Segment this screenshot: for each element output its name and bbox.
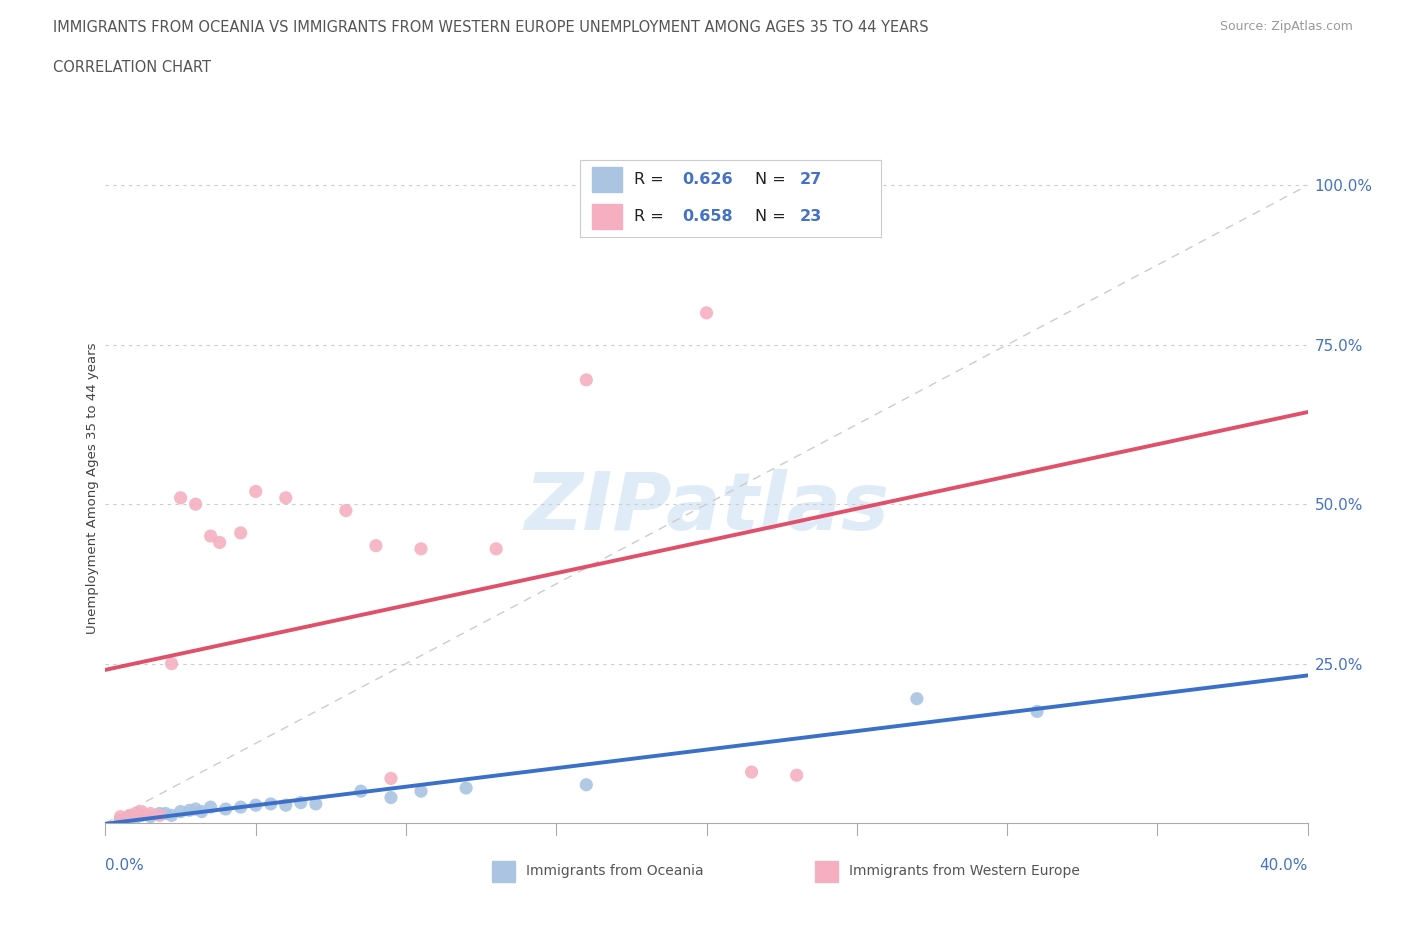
Point: [110, 813, 132, 828]
Point: [110, 809, 132, 824]
Point: [229, 800, 252, 815]
Point: [575, 372, 598, 387]
Point: [160, 808, 183, 823]
Point: [155, 806, 177, 821]
Point: [139, 809, 162, 824]
Point: [260, 796, 283, 811]
Point: [696, 305, 718, 320]
Point: [245, 484, 267, 498]
Point: [274, 798, 297, 813]
Point: [380, 790, 402, 805]
Point: [214, 802, 236, 817]
Point: [350, 784, 373, 799]
Point: [575, 777, 598, 792]
Text: 0.0%: 0.0%: [105, 858, 145, 873]
Point: [184, 802, 207, 817]
Point: [118, 809, 141, 824]
Point: [786, 768, 808, 783]
Point: [148, 808, 170, 823]
Point: [169, 804, 191, 819]
Point: [905, 691, 928, 706]
Point: [229, 525, 252, 540]
Point: [208, 535, 231, 550]
Point: [124, 811, 146, 826]
Point: [454, 780, 477, 795]
Point: [409, 784, 432, 799]
Point: [245, 798, 267, 813]
Y-axis label: Unemployment Among Ages 35 to 44 years: Unemployment Among Ages 35 to 44 years: [86, 342, 98, 634]
Point: [179, 803, 201, 817]
Point: [409, 541, 432, 556]
Point: [380, 771, 402, 786]
Point: [184, 497, 207, 512]
Point: [741, 764, 763, 779]
Point: [139, 806, 162, 821]
Point: [290, 795, 312, 810]
Point: [200, 800, 222, 815]
Text: IMMIGRANTS FROM OCEANIA VS IMMIGRANTS FROM WESTERN EUROPE UNEMPLOYMENT AMONG AGE: IMMIGRANTS FROM OCEANIA VS IMMIGRANTS FR…: [53, 20, 929, 35]
Point: [364, 538, 387, 553]
Point: [200, 528, 222, 543]
Point: [190, 804, 212, 819]
Point: [169, 490, 191, 505]
Point: [131, 804, 153, 819]
Text: Immigrants from Oceania: Immigrants from Oceania: [526, 864, 703, 879]
Text: Immigrants from Western Europe: Immigrants from Western Europe: [849, 864, 1080, 879]
Point: [485, 541, 508, 556]
Point: [1026, 704, 1049, 719]
Point: [148, 806, 170, 821]
Text: CORRELATION CHART: CORRELATION CHART: [53, 60, 211, 75]
Point: [124, 806, 146, 821]
Point: [335, 503, 357, 518]
Point: [305, 796, 328, 811]
Point: [131, 808, 153, 823]
Point: [160, 657, 183, 671]
Text: Source: ZipAtlas.com: Source: ZipAtlas.com: [1219, 20, 1353, 33]
Point: [274, 490, 297, 505]
Point: [118, 808, 141, 823]
Text: ZIPatlas: ZIPatlas: [524, 470, 889, 548]
Text: 40.0%: 40.0%: [1260, 858, 1308, 873]
